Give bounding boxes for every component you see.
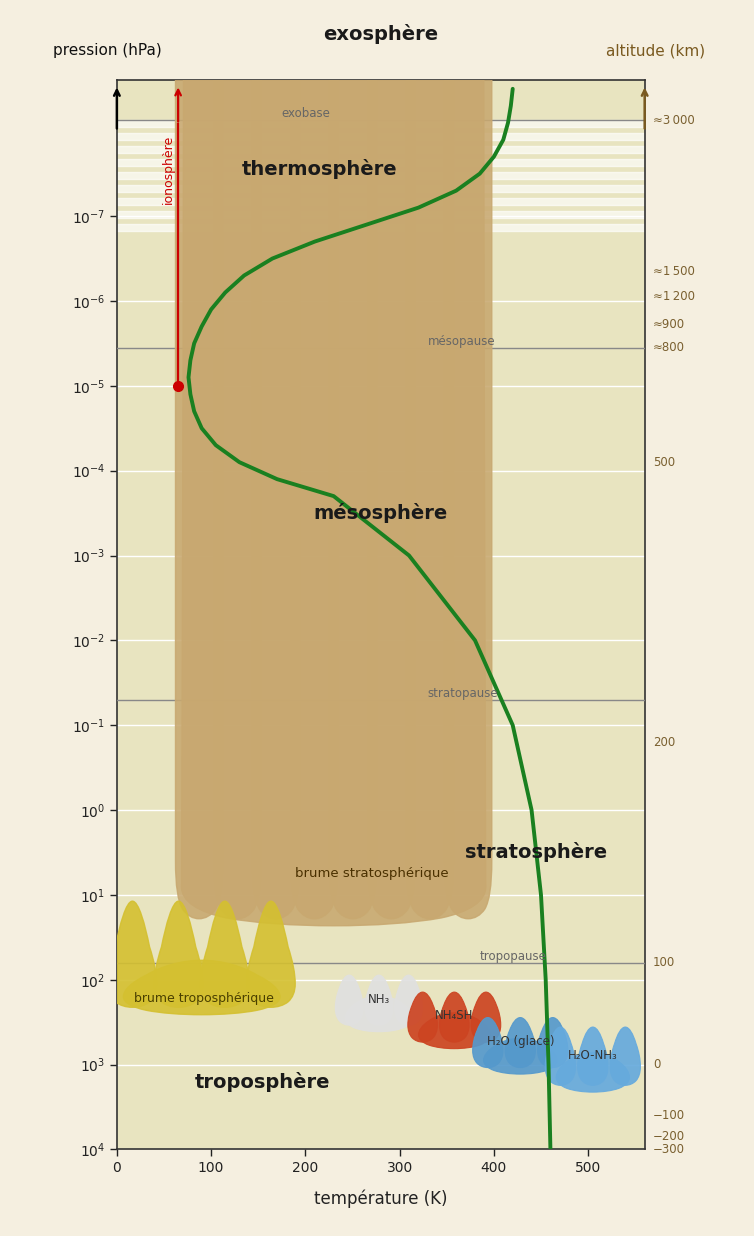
Ellipse shape xyxy=(214,0,261,918)
Ellipse shape xyxy=(578,1027,608,1085)
Text: ≈3 000: ≈3 000 xyxy=(653,114,694,127)
X-axis label: température (K): température (K) xyxy=(314,1189,448,1208)
Ellipse shape xyxy=(368,0,415,918)
Text: mésosphère: mésosphère xyxy=(314,503,448,523)
Bar xyxy=(117,133,645,140)
Text: stratopause: stratopause xyxy=(428,687,498,700)
Text: ≈1 500: ≈1 500 xyxy=(653,265,695,278)
Text: NH₃: NH₃ xyxy=(368,993,390,1006)
Ellipse shape xyxy=(247,901,296,1007)
Ellipse shape xyxy=(201,901,249,1007)
Text: ≈1 200: ≈1 200 xyxy=(653,290,695,303)
Ellipse shape xyxy=(471,993,501,1042)
Text: ≈800: ≈800 xyxy=(653,341,685,355)
Text: thermosphère: thermosphère xyxy=(242,159,397,179)
Text: 200: 200 xyxy=(653,735,676,749)
Text: brume stratosphérique: brume stratosphérique xyxy=(295,868,448,880)
Ellipse shape xyxy=(406,0,453,918)
Ellipse shape xyxy=(108,901,157,1007)
Ellipse shape xyxy=(291,0,338,918)
Bar xyxy=(117,159,645,166)
Text: −200: −200 xyxy=(653,1130,685,1143)
Ellipse shape xyxy=(336,975,363,1025)
Text: troposphère: troposphère xyxy=(195,1072,331,1091)
Text: 100: 100 xyxy=(653,957,676,969)
Text: H₂O-NH₃: H₂O-NH₃ xyxy=(568,1049,618,1063)
Ellipse shape xyxy=(483,1038,557,1074)
Ellipse shape xyxy=(505,1017,535,1068)
Text: exobase: exobase xyxy=(282,108,331,120)
Text: NH₄SH: NH₄SH xyxy=(435,1010,474,1022)
Ellipse shape xyxy=(538,1017,568,1068)
Ellipse shape xyxy=(408,993,437,1042)
Ellipse shape xyxy=(155,901,203,1007)
Text: pression (hPa): pression (hPa) xyxy=(53,43,161,58)
Bar xyxy=(117,211,645,218)
Text: 500: 500 xyxy=(653,456,675,468)
Ellipse shape xyxy=(473,1017,503,1068)
Text: −100: −100 xyxy=(653,1109,685,1122)
Text: −300: −300 xyxy=(653,1143,685,1156)
Text: mésopause: mésopause xyxy=(428,335,495,347)
Bar xyxy=(117,185,645,192)
Text: altitude (km): altitude (km) xyxy=(606,43,705,58)
Text: ≈900: ≈900 xyxy=(653,318,685,331)
Text: exosphère: exosphère xyxy=(323,23,438,43)
Ellipse shape xyxy=(394,975,422,1025)
Text: 0: 0 xyxy=(653,1058,661,1072)
Ellipse shape xyxy=(610,1027,640,1085)
Bar xyxy=(117,120,645,127)
Bar xyxy=(117,146,645,153)
Ellipse shape xyxy=(182,0,486,926)
Ellipse shape xyxy=(445,0,492,918)
Ellipse shape xyxy=(176,0,222,918)
Ellipse shape xyxy=(440,993,469,1042)
Ellipse shape xyxy=(545,1027,575,1085)
Text: stratosphère: stratosphère xyxy=(465,843,607,863)
Bar xyxy=(117,198,645,205)
Text: H₂O (glace): H₂O (glace) xyxy=(486,1035,554,1048)
Ellipse shape xyxy=(345,996,412,1032)
Text: brume troposphérique: brume troposphérique xyxy=(133,993,274,1005)
Bar xyxy=(117,172,645,179)
Ellipse shape xyxy=(253,0,299,918)
Ellipse shape xyxy=(556,1052,630,1093)
Ellipse shape xyxy=(124,960,280,1015)
Bar xyxy=(117,224,645,231)
Ellipse shape xyxy=(329,0,376,918)
Ellipse shape xyxy=(365,975,393,1025)
Text: ionosphère: ionosphère xyxy=(162,135,175,204)
Text: tropopause: tropopause xyxy=(480,949,547,963)
Ellipse shape xyxy=(418,1012,490,1048)
